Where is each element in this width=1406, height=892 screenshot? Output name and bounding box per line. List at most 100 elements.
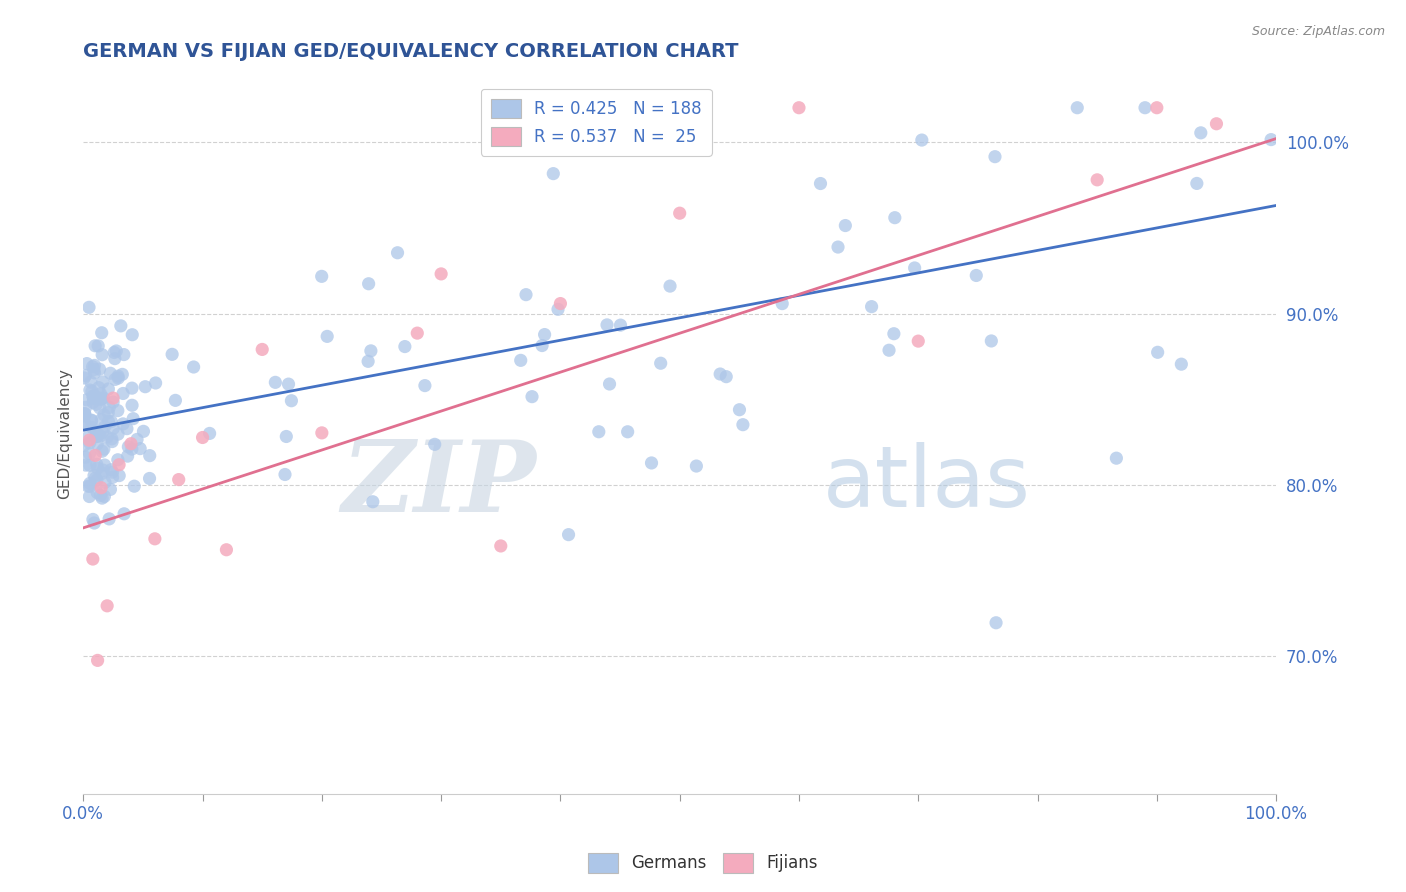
Point	[198, 426, 221, 441]
Point	[907, 334, 929, 348]
Point	[533, 327, 555, 342]
Point	[73, 407, 96, 421]
Point	[596, 318, 619, 332]
Point	[93, 490, 115, 504]
Point	[980, 334, 1002, 348]
Point	[98, 512, 121, 526]
Text: Source: ZipAtlas.com: Source: ZipAtlas.com	[1251, 25, 1385, 38]
Point	[76, 392, 98, 407]
Point	[83, 359, 105, 373]
Point	[547, 302, 569, 317]
Point	[731, 417, 754, 432]
Point	[90, 392, 112, 406]
Point	[86, 429, 108, 443]
Point	[557, 527, 579, 541]
Point	[1189, 126, 1212, 140]
Point	[685, 458, 707, 473]
Point	[101, 395, 124, 409]
Point	[125, 433, 148, 447]
Point	[73, 416, 96, 430]
Point	[86, 473, 108, 487]
Point	[101, 434, 124, 449]
Point	[90, 392, 112, 406]
Point	[80, 375, 103, 389]
Point	[357, 277, 380, 291]
Point	[138, 449, 160, 463]
Point	[588, 425, 610, 439]
Point	[121, 442, 143, 456]
Point	[121, 327, 143, 342]
Point	[93, 458, 115, 472]
Point	[191, 430, 214, 444]
Point	[167, 473, 190, 487]
Point	[115, 422, 138, 436]
Point	[101, 465, 124, 479]
Point	[89, 401, 111, 415]
Point	[101, 391, 124, 405]
Point	[489, 539, 512, 553]
Point	[80, 384, 103, 399]
Point	[75, 368, 97, 383]
Point	[107, 452, 129, 467]
Point	[280, 393, 302, 408]
Point	[112, 507, 135, 521]
Point	[107, 427, 129, 442]
Point	[80, 413, 103, 427]
Point	[73, 408, 96, 422]
Point	[89, 386, 111, 401]
Point	[430, 267, 453, 281]
Point	[360, 343, 382, 358]
Point	[616, 425, 638, 439]
Point	[79, 476, 101, 491]
Point	[984, 615, 1007, 630]
Point	[599, 376, 621, 391]
Point	[98, 401, 121, 415]
Point	[77, 301, 100, 315]
Point	[86, 653, 108, 667]
Point	[77, 479, 100, 493]
Point	[122, 411, 145, 425]
Point	[89, 429, 111, 443]
Point	[76, 357, 98, 371]
Point	[80, 414, 103, 428]
Point	[1066, 101, 1088, 115]
Point	[94, 475, 117, 490]
Point	[810, 177, 832, 191]
Point	[515, 287, 537, 301]
Legend: R = 0.425   N = 188, R = 0.537   N =  25: R = 0.425 N = 188, R = 0.537 N = 25	[481, 89, 711, 156]
Point	[84, 471, 107, 485]
Point	[84, 397, 107, 411]
Point	[215, 542, 238, 557]
Point	[101, 432, 124, 446]
Point	[91, 444, 114, 458]
Point	[110, 318, 132, 333]
Point	[112, 386, 135, 401]
Point	[101, 470, 124, 484]
Point	[277, 377, 299, 392]
Point	[1185, 177, 1208, 191]
Point	[107, 403, 129, 417]
Point	[93, 408, 115, 422]
Point	[91, 375, 114, 389]
Point	[787, 101, 810, 115]
Point	[1085, 173, 1108, 187]
Point	[86, 425, 108, 439]
Point	[84, 449, 107, 463]
Point	[640, 456, 662, 470]
Point	[93, 391, 115, 405]
Point	[103, 421, 125, 435]
Point	[73, 409, 96, 423]
Point	[550, 296, 572, 310]
Point	[770, 296, 793, 310]
Point	[91, 348, 114, 362]
Point	[361, 495, 384, 509]
Point	[509, 353, 531, 368]
Point	[90, 412, 112, 426]
Point	[82, 359, 104, 374]
Point	[100, 463, 122, 477]
Point	[77, 433, 100, 447]
Point	[311, 269, 333, 284]
Point	[83, 362, 105, 376]
Point	[904, 260, 927, 275]
Point	[413, 378, 436, 392]
